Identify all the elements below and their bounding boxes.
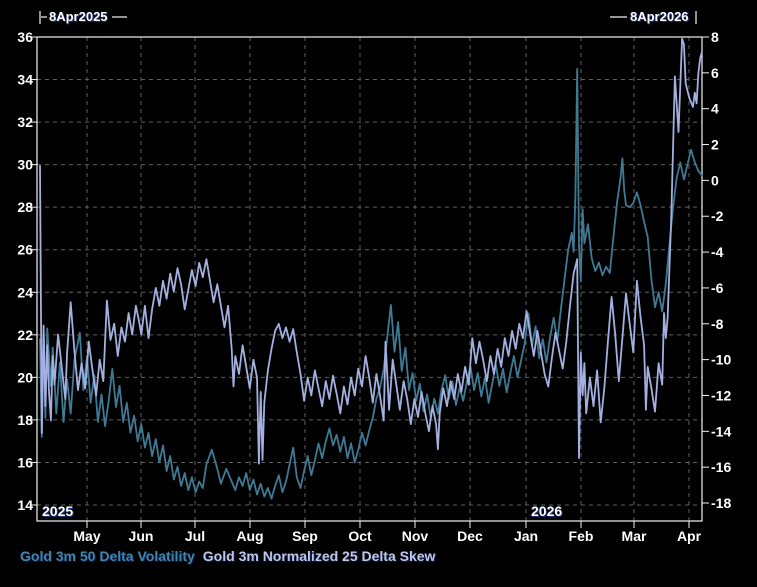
left-axis-label: 22 bbox=[17, 327, 33, 343]
right-axis-label: -12 bbox=[711, 387, 731, 403]
month-label: Mar bbox=[622, 528, 647, 544]
right-axis-label: -18 bbox=[711, 495, 731, 511]
month-label: Jun bbox=[129, 528, 154, 544]
month-label: Apr bbox=[677, 528, 702, 544]
volatility-series-line bbox=[39, 68, 703, 500]
year-label-2026: 2026 bbox=[531, 503, 563, 519]
right-axis-label: -6 bbox=[711, 280, 724, 296]
right-axis-label: -16 bbox=[711, 459, 731, 475]
month-label: Feb bbox=[569, 528, 594, 544]
left-axis-label: 34 bbox=[17, 72, 33, 88]
month-label: Dec bbox=[457, 528, 483, 544]
plot-border bbox=[36, 36, 703, 522]
month-label: Oct bbox=[348, 528, 372, 544]
month-label: Nov bbox=[402, 528, 429, 544]
right-axis-label: 6 bbox=[711, 65, 719, 81]
end-date-label: 8Apr2026 bbox=[630, 9, 689, 24]
year-label-2025: 2025 bbox=[42, 503, 74, 519]
left-axis-label: 28 bbox=[17, 199, 33, 215]
skew-series-line bbox=[39, 37, 703, 465]
left-axis-label: 30 bbox=[17, 157, 33, 173]
right-axis-label: 4 bbox=[711, 101, 719, 117]
month-label: Aug bbox=[236, 528, 263, 544]
legend: Gold 3m 50 Delta Volatility Gold 3m Norma… bbox=[20, 548, 441, 564]
left-axis-label: 14 bbox=[17, 497, 33, 513]
right-axis-label: -10 bbox=[711, 352, 731, 368]
left-axis-label: 20 bbox=[17, 369, 33, 385]
month-label: Jan bbox=[514, 528, 538, 544]
right-axis-label: 8 bbox=[711, 29, 719, 45]
left-axis-label: 24 bbox=[17, 284, 33, 300]
right-axis-label: 2 bbox=[711, 137, 719, 153]
left-axis-label: 26 bbox=[17, 242, 33, 258]
left-axis-label: 36 bbox=[17, 29, 33, 45]
legend-skew-series[interactable]: Gold 3m Normalized 25 Delta Skew bbox=[202, 548, 436, 564]
month-label: Sep bbox=[292, 528, 318, 544]
legend-volatility-series[interactable]: Gold 3m 50 Delta Volatility bbox=[20, 548, 195, 564]
start-date-label: 8Apr2025 bbox=[49, 9, 108, 24]
right-axis-label: -8 bbox=[711, 316, 724, 332]
right-axis-label: 0 bbox=[711, 172, 719, 188]
month-label: May bbox=[73, 528, 100, 544]
right-axis-label: -14 bbox=[711, 423, 731, 439]
right-axis-label: -4 bbox=[711, 244, 724, 260]
left-axis-label: 16 bbox=[17, 454, 33, 470]
month-label: Jul bbox=[185, 528, 205, 544]
left-axis-label: 32 bbox=[17, 114, 33, 130]
right-axis-label: -2 bbox=[711, 208, 724, 224]
left-axis-label: 18 bbox=[17, 412, 33, 428]
